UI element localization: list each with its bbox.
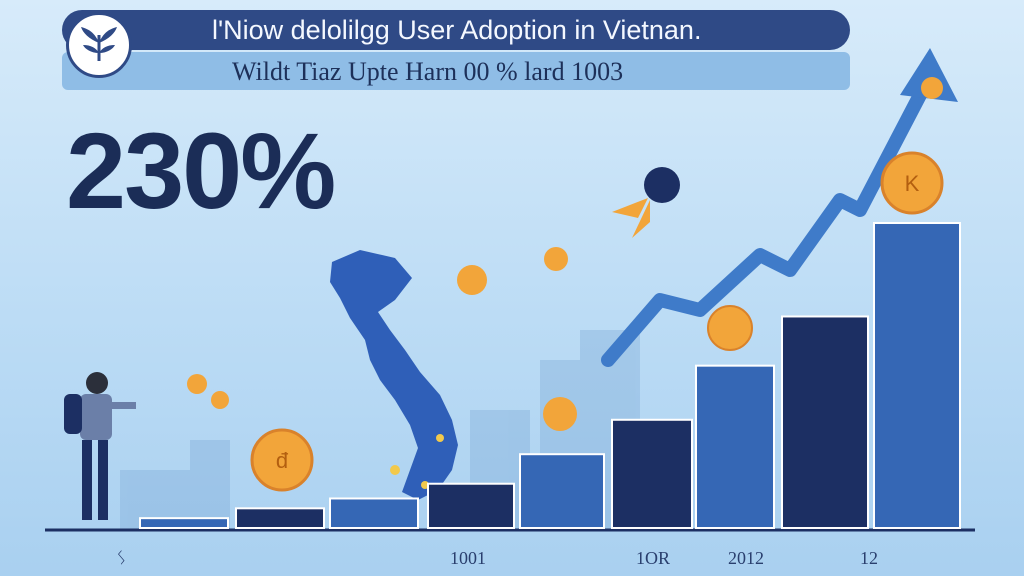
vietnam-map	[330, 250, 458, 500]
svg-text:K: K	[905, 171, 920, 196]
coin-icon: đ	[250, 428, 314, 492]
coin-icon	[211, 391, 229, 409]
x-tick-label: 1OR	[636, 548, 671, 568]
subtitle-banner	[62, 52, 850, 90]
bar-7	[695, 364, 775, 529]
chart-title: l'Niow delolilgg User Adoption in Vietna…	[212, 15, 702, 45]
coin-icon	[187, 374, 207, 394]
bar-8	[781, 315, 869, 529]
leaf-emblem-icon	[66, 12, 132, 78]
bar-5	[519, 453, 605, 530]
bar-3	[329, 497, 419, 529]
svg-text:đ: đ	[276, 448, 289, 473]
coin-icon	[544, 247, 568, 271]
headline-percentage: 230%	[66, 110, 336, 231]
bar-6	[611, 418, 693, 530]
chart-subtitle: Wildt Tiaz Upte Harn 00 % lard 1003	[232, 57, 624, 86]
rocket-icon	[612, 167, 680, 238]
coin-icon	[543, 397, 577, 431]
coin-icon	[707, 305, 753, 351]
x-tick-label: ᛊ	[116, 548, 127, 568]
coin-icon	[921, 77, 943, 99]
trend-arrow-line	[601, 88, 927, 367]
bar-1	[139, 517, 229, 530]
bar-2	[235, 507, 325, 529]
trend-arrowhead-icon	[900, 48, 958, 102]
bar-4	[427, 482, 515, 529]
bar-9	[873, 222, 961, 529]
x-tick-label: 1001	[450, 548, 486, 568]
person-figure	[64, 372, 136, 520]
x-tick-label: 2012	[728, 548, 764, 568]
coin-icon	[457, 265, 487, 295]
title-banner	[62, 10, 850, 50]
coin-icon: K	[880, 151, 944, 215]
x-tick-label: 12	[860, 548, 878, 568]
